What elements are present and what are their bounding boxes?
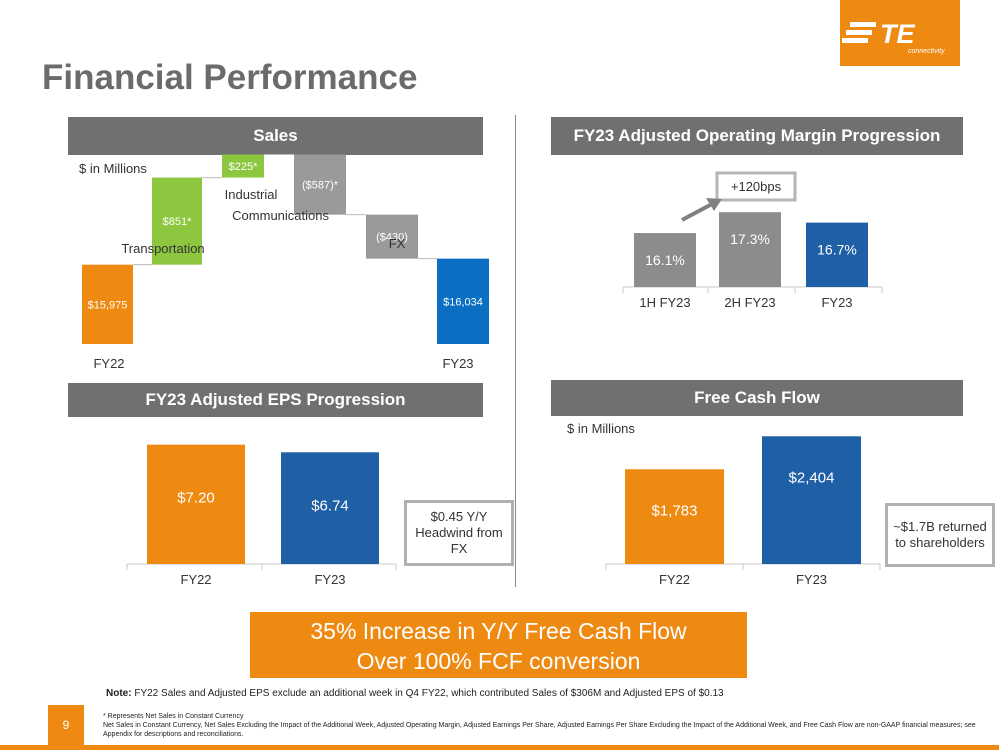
sales-header: Sales xyxy=(68,117,483,155)
sales-bar xyxy=(366,214,418,259)
fcf-bar xyxy=(762,436,861,564)
margin-annotation-box xyxy=(715,171,797,202)
sales-bar xyxy=(152,177,202,265)
margin-bar-value: 16.1% xyxy=(645,252,685,268)
margin-category-label: FY23 xyxy=(821,295,852,310)
sales-bar-value: $15,975 xyxy=(88,299,128,311)
sales-bar-value: ($587)* xyxy=(302,180,339,192)
margin-bar-chart: 16.1% 1H FY23 17.3% 2H FY23 16.7% FY23 +120bps xyxy=(622,171,883,310)
sales-step-label: Communications xyxy=(232,208,329,223)
fcf-header: Free Cash Flow xyxy=(551,380,963,416)
footnotes: * Represents Net Sales in Constant Curre… xyxy=(103,712,993,739)
te-logo: TE connectivity xyxy=(840,0,960,66)
margin-annotation-arrowhead xyxy=(706,198,722,211)
footnote-constant-currency: * Represents Net Sales in Constant Curre… xyxy=(103,713,244,720)
sales-bar-value: $225* xyxy=(229,161,258,173)
page-number: 9 xyxy=(48,705,84,745)
fcf-bar-chart: $1,783 FY22 $2,404 FY23 xyxy=(605,436,881,587)
page-title: Financial Performance xyxy=(42,58,418,97)
fcf-bar-value: $1,783 xyxy=(652,502,698,519)
banner-line-1: 35% Increase in Y/Y Free Cash Flow xyxy=(310,618,687,644)
fcf-banner: 35% Increase in Y/Y Free Cash Flow Over … xyxy=(250,612,747,678)
note-label: Note: xyxy=(106,688,132,699)
sales-bar-value: $16,034 xyxy=(443,296,483,308)
eps-bar-chart: $7.20 FY22 $6.74 FY23 xyxy=(126,444,397,587)
sales-bar xyxy=(294,154,346,215)
margin-category-label: 2H FY23 xyxy=(724,295,775,310)
charts-canvas: $15,975 FY22 $851* Transportation $225* Indus… xyxy=(82,154,883,587)
footer-rule xyxy=(0,745,999,750)
footnote-non-gaap: Net Sales in Constant Currency, Net Sale… xyxy=(103,722,976,738)
sales-step-label: FY23 xyxy=(442,356,473,371)
margin-bar xyxy=(719,212,781,287)
margin-annotation-arrow xyxy=(681,202,713,222)
fcf-category-label: FY23 xyxy=(796,572,827,587)
eps-category-label: FY22 xyxy=(180,572,211,587)
margin-bar-value: 17.3% xyxy=(730,231,770,247)
sales-step-label: FX xyxy=(389,236,406,251)
eps-category-label: FY23 xyxy=(314,572,345,587)
sales-bar-value: ($430) xyxy=(376,232,408,244)
sales-bar-value: $851* xyxy=(163,216,192,228)
margin-bar-value: 16.7% xyxy=(817,242,857,258)
note-text: FY22 Sales and Adjusted EPS exclude an a… xyxy=(134,688,724,699)
sales-step-label: Industrial xyxy=(225,187,278,202)
te-logo-mark: TE connectivity xyxy=(842,19,945,55)
sales-unit-label: $ in Millions xyxy=(79,161,147,176)
section-divider xyxy=(515,115,516,587)
fcf-category-label: FY22 xyxy=(659,572,690,587)
eps-bar-value: $7.20 xyxy=(177,490,215,507)
sales-bar xyxy=(82,264,133,344)
fcf-bar xyxy=(625,469,724,564)
logo-brand: TE xyxy=(880,19,915,49)
logo-tagline: connectivity xyxy=(908,48,945,55)
eps-bar xyxy=(147,444,245,564)
margin-annotation-label: +120bps xyxy=(731,179,782,194)
margin-bar xyxy=(634,233,696,287)
sales-waterfall-chart: $15,975 FY22 $851* Transportation $225* Indus… xyxy=(82,154,489,371)
sales-step-label: FY22 xyxy=(93,356,124,371)
eps-fx-callout: $0.45 Y/Y Headwind from FX xyxy=(404,500,514,566)
fcf-bar-value: $2,404 xyxy=(789,469,835,486)
margin-bar xyxy=(806,222,868,287)
margin-header: FY23 Adjusted Operating Margin Progressi… xyxy=(551,117,963,155)
fcf-unit-label: $ in Millions xyxy=(567,421,635,436)
fcf-return-callout: ~$1.7B returned to shareholders xyxy=(885,503,995,567)
note: Note: FY22 Sales and Adjusted EPS exclud… xyxy=(106,688,724,699)
eps-bar xyxy=(281,452,379,564)
sales-bar xyxy=(437,258,489,344)
eps-header: FY23 Adjusted EPS Progression xyxy=(68,383,483,417)
margin-category-label: 1H FY23 xyxy=(639,295,690,310)
sales-bar xyxy=(222,154,264,178)
banner-line-2: Over 100% FCF conversion xyxy=(356,648,641,674)
sales-step-label: Transportation xyxy=(121,241,204,256)
eps-bar-value: $6.74 xyxy=(311,497,349,514)
